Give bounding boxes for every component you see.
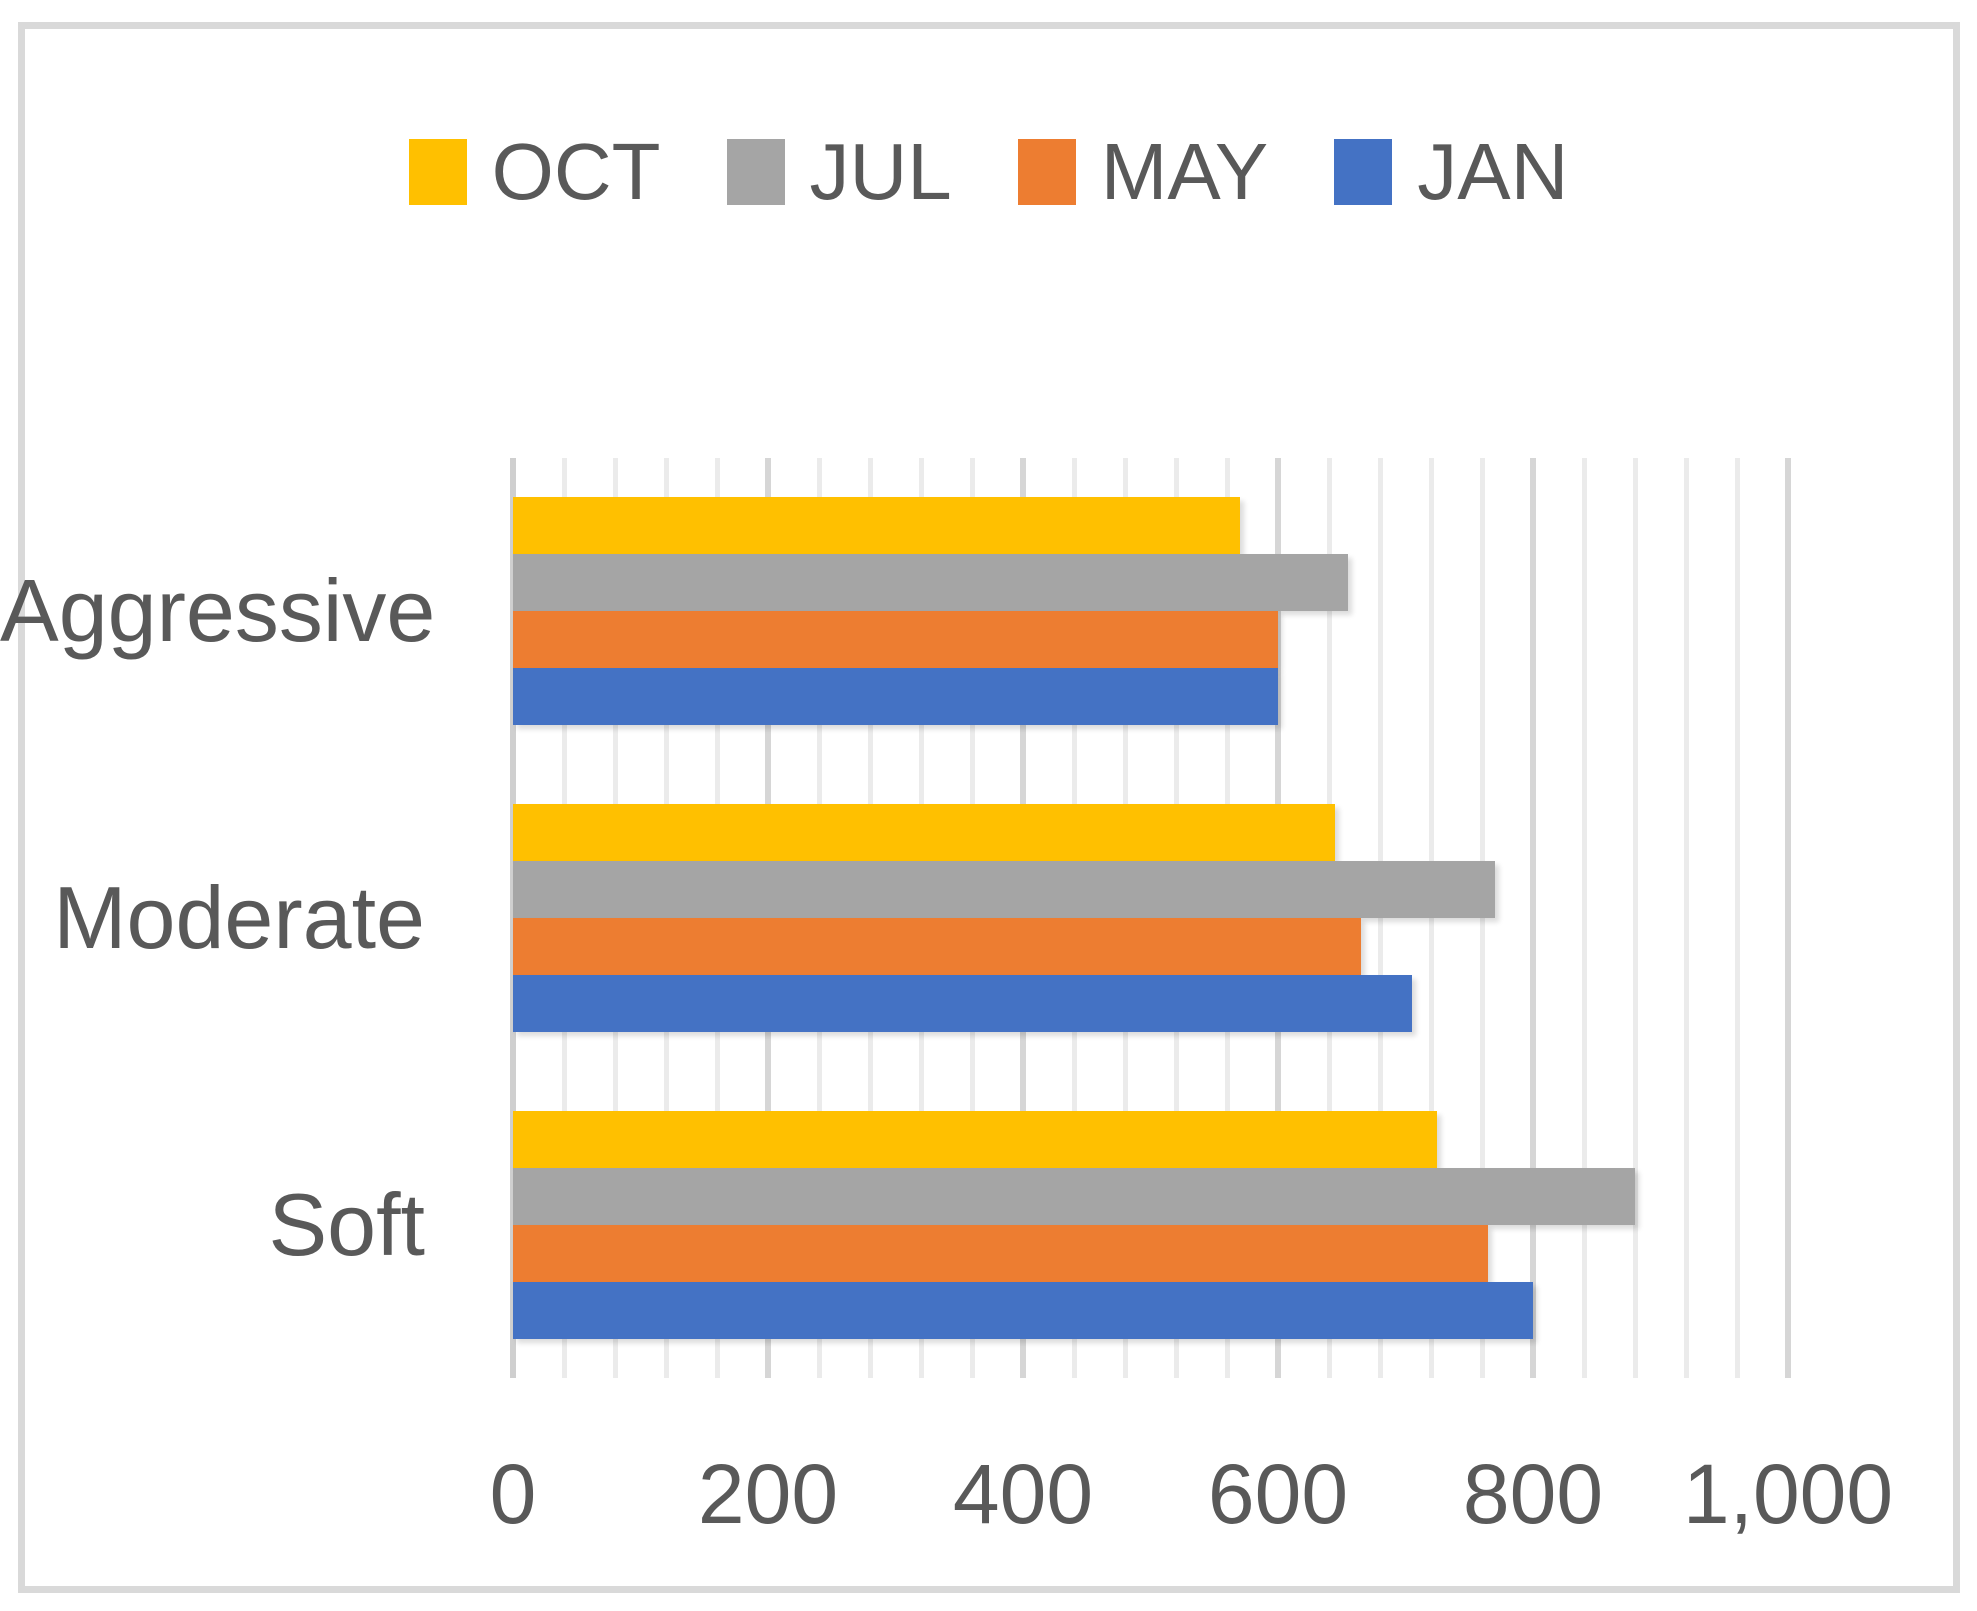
legend-label: JAN — [1417, 127, 1569, 216]
legend-swatch-jul — [726, 139, 785, 205]
gridline-minor — [1378, 458, 1383, 1378]
category-label-moderate: Moderate — [53, 868, 425, 967]
bar-soft-may — [513, 1225, 1488, 1282]
bar-soft-jul — [513, 1168, 1635, 1225]
gridline-minor — [1735, 458, 1740, 1378]
gridline-major — [1530, 458, 1536, 1378]
x-tick-label-200: 200 — [697, 1447, 839, 1541]
gridline-minor — [1684, 458, 1689, 1378]
legend-item-jan: JAN — [1334, 128, 1568, 216]
gridline-minor — [1582, 458, 1587, 1378]
bar-aggressive-jul — [513, 554, 1348, 611]
legend-swatch-oct — [408, 139, 467, 205]
bar-moderate-may — [513, 918, 1361, 975]
legend-label: MAY — [1100, 127, 1269, 216]
legend-item-jul: JUL — [726, 127, 952, 216]
x-tick-label-1000: 1,000 — [1682, 1447, 1894, 1541]
chart-legend: OCT JUL MAY JAN — [0, 128, 1977, 216]
legend-item-may: MAY — [1017, 127, 1269, 216]
gridline-minor — [1429, 458, 1434, 1378]
bar-moderate-jul — [513, 861, 1495, 918]
legend-swatch-may — [1017, 139, 1076, 205]
bar-aggressive-jan — [513, 668, 1278, 725]
bar-aggressive-oct — [513, 497, 1240, 554]
category-label-aggressive: Aggressive — [0, 561, 436, 660]
bar-soft-jan — [513, 1282, 1533, 1339]
legend-item-oct: OCT — [408, 127, 661, 216]
x-tick-label-600: 600 — [1207, 1447, 1349, 1541]
x-tick-label-0: 0 — [489, 1447, 537, 1541]
gridline-minor — [1480, 458, 1485, 1378]
bar-soft-oct — [513, 1111, 1437, 1168]
x-tick-label-400: 400 — [952, 1447, 1094, 1541]
x-tick-label-800: 800 — [1462, 1447, 1604, 1541]
bar-moderate-jan — [513, 975, 1412, 1032]
gridline-major — [1785, 458, 1791, 1378]
bar-moderate-oct — [513, 804, 1335, 861]
bar-aggressive-may — [513, 611, 1278, 668]
legend-label: OCT — [491, 127, 661, 216]
gridline-minor — [1633, 458, 1638, 1378]
legend-swatch-jan — [1334, 139, 1393, 205]
legend-label: JUL — [809, 127, 952, 216]
category-label-soft: Soft — [268, 1175, 425, 1274]
